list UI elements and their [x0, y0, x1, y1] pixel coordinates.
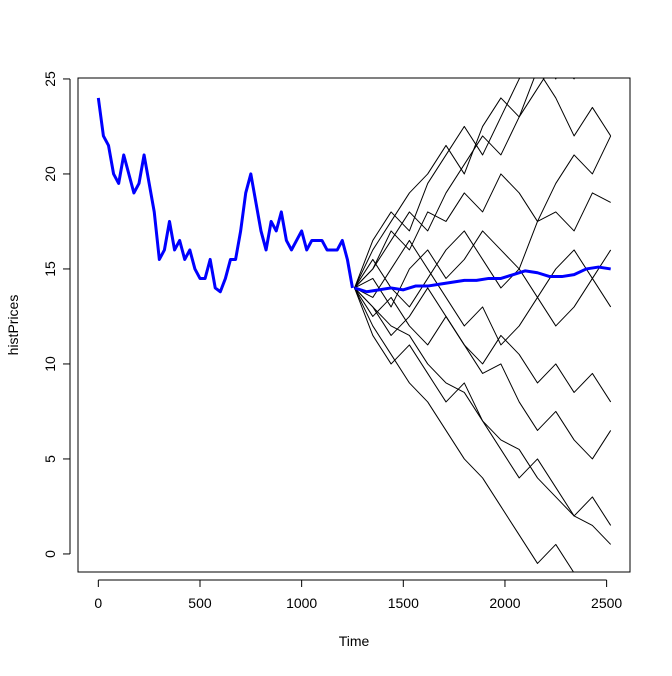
plot-area	[96, 78, 612, 572]
series-line	[354, 287, 612, 526]
x-tick-label: 2500	[591, 595, 622, 611]
series-line	[354, 287, 612, 403]
series-line	[354, 265, 611, 294]
x-tick-label: 1500	[388, 595, 419, 611]
series-line	[354, 287, 612, 545]
series-line	[354, 230, 612, 327]
x-tick-label: 2000	[489, 595, 520, 611]
series-line	[354, 135, 612, 289]
x-tick-label: 1000	[286, 595, 317, 611]
series-line	[354, 78, 576, 289]
y-tick-label: 20	[42, 166, 58, 182]
plot-box	[77, 77, 631, 573]
x-axis-label: Time	[339, 633, 370, 649]
series-line	[354, 287, 575, 572]
x-tick-label: 500	[188, 595, 212, 611]
y-tick-label: 25	[42, 71, 58, 87]
y-tick-label: 5	[42, 455, 58, 463]
series-line	[354, 239, 612, 346]
y-tick-label: 0	[42, 550, 58, 558]
series-line	[354, 78, 612, 289]
series-line	[354, 78, 557, 289]
series-line	[96, 97, 354, 294]
y-tick-label: 10	[42, 356, 58, 372]
x-tick-label: 0	[94, 595, 102, 611]
series-line	[354, 287, 612, 460]
y-axis-label: histPrices	[5, 295, 21, 356]
y-tick-label: 15	[42, 261, 58, 277]
